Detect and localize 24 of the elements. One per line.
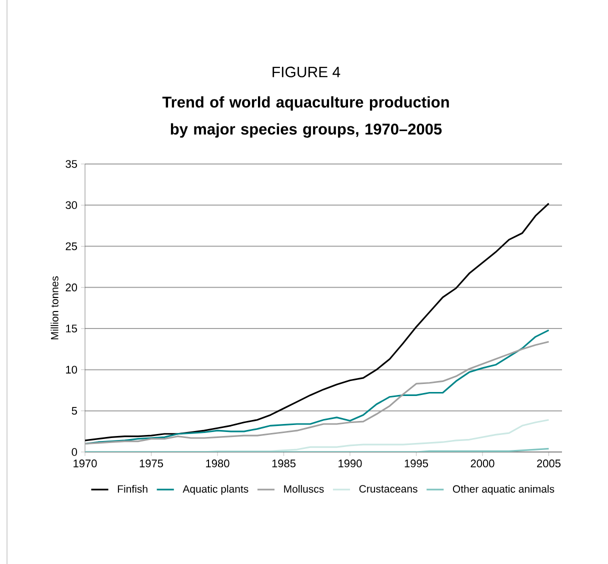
y-tick-label: 0 bbox=[72, 448, 78, 456]
chart-subtitle: Trend of world aquaculture production by major species groups, 1970–2005 bbox=[162, 96, 449, 138]
y-tick-label: 30 bbox=[66, 201, 78, 210]
x-tick-label: 2000 bbox=[470, 460, 494, 468]
y-tick-label: 20 bbox=[66, 284, 78, 292]
y-tick-label: 35 bbox=[66, 160, 77, 168]
chart-title: FIGURE 4 bbox=[272, 66, 340, 78]
x-tick-label: 1980 bbox=[206, 460, 230, 468]
legend-label: Other aquatic animals bbox=[452, 484, 554, 495]
x-tick-label: 1990 bbox=[338, 460, 362, 468]
x-tick-label: 2005 bbox=[537, 460, 561, 468]
y-tick-label: 10 bbox=[66, 366, 78, 374]
legend-label: Molluscs bbox=[284, 484, 324, 493]
legend-label: Aquatic plants bbox=[182, 484, 248, 495]
y-axis-title: Million tonnes bbox=[50, 276, 58, 340]
legend-label: Crustaceans bbox=[359, 485, 418, 493]
legend-label: Finfish bbox=[118, 484, 148, 493]
x-tick-label: 1995 bbox=[404, 460, 428, 468]
x-tick-label: 1985 bbox=[272, 460, 296, 468]
x-tick-label: 1970 bbox=[74, 460, 97, 468]
x-tick-label: 1975 bbox=[140, 460, 164, 468]
y-tick-label: 5 bbox=[72, 407, 78, 415]
y-tick-label: 15 bbox=[66, 324, 77, 332]
y-tick-label: 25 bbox=[66, 242, 77, 250]
